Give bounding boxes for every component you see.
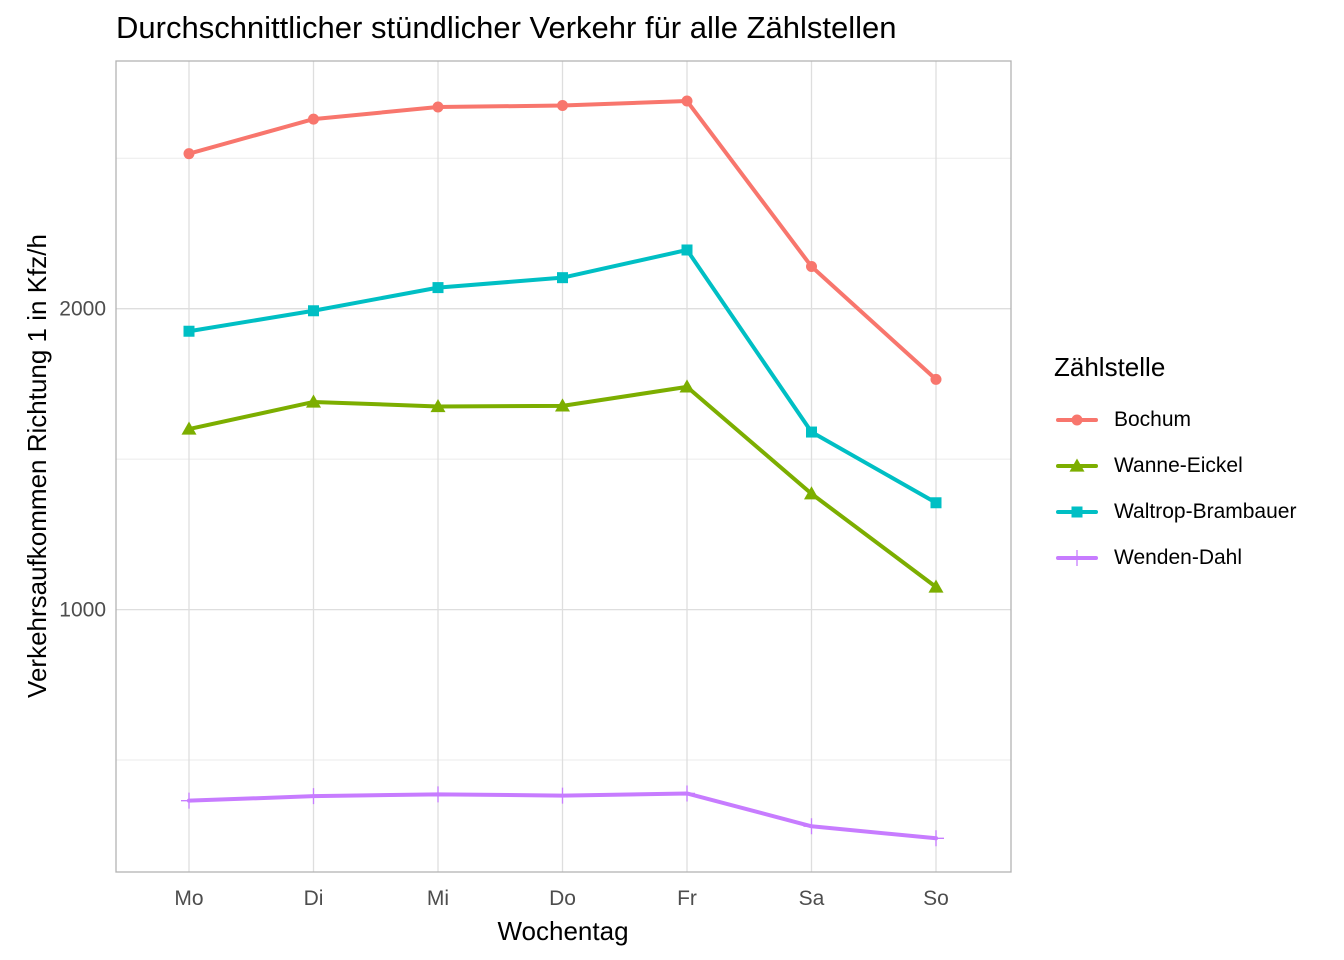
legend-key-marker (1069, 458, 1085, 472)
legend-key-marker (1071, 506, 1083, 518)
data-point-bochum (806, 261, 817, 273)
data-point-waltrop-brambauer (432, 282, 444, 294)
data-point-wanne-eickel (555, 398, 570, 412)
data-point-wanne-eickel (928, 579, 944, 593)
grid-lines (116, 61, 1011, 872)
legend-item-wenden-dahl: Wenden-Dahl (1054, 535, 1296, 581)
series-wenden-dahl (181, 785, 944, 847)
data-point-bochum (183, 148, 195, 160)
y-tick-label: 1000 (59, 599, 106, 622)
data-point-bochum (432, 101, 444, 113)
data-point-wenden-dahl (803, 818, 820, 835)
legend-key-marker (1071, 414, 1083, 426)
legend-key-marker (1069, 550, 1085, 566)
y-tick-label: 2000 (59, 298, 106, 321)
data-point-wanne-eickel (430, 398, 446, 413)
data-point-wenden-dahl (928, 830, 944, 847)
axis-layer: 1000 2000 Mo Di Mi Do Fr Sa So (59, 298, 949, 910)
x-tick-label: So (923, 887, 949, 910)
data-point-wanne-eickel (181, 421, 197, 435)
x-tick-label: Mi (427, 887, 449, 910)
x-tick-label: Fr (677, 887, 697, 910)
data-point-waltrop-brambauer (308, 305, 319, 317)
data-point-waltrop-brambauer (930, 497, 942, 509)
data-point-waltrop-brambauer (806, 426, 817, 438)
legend-title: Zählstelle (1054, 352, 1166, 382)
legend-key-wenden-dahl (1056, 550, 1098, 566)
data-point-wanne-eickel (306, 394, 321, 408)
data-point-wenden-dahl (554, 787, 571, 804)
data-point-waltrop-brambauer (183, 325, 195, 337)
data-point-bochum (557, 100, 568, 112)
series-waltrop-brambauer (183, 244, 942, 509)
data-point-waltrop-brambauer (681, 244, 693, 256)
plot-panel-border (115, 60, 1012, 873)
series-wanne-eickel (181, 379, 944, 593)
data-point-waltrop-brambauer (557, 272, 568, 284)
x-tick-label: Mo (174, 887, 203, 910)
x-axis-title: Wochentag (497, 916, 628, 946)
y-axis-title: Verkehrsaufkommen Richtung 1 in Kfz/h (22, 234, 52, 698)
data-point-bochum (930, 373, 942, 385)
series-layer (181, 95, 944, 847)
legend-label: Waltrop-Brambauer (1114, 500, 1297, 523)
legend-label: Bochum (1114, 408, 1192, 431)
legend: Zählstelle Bochum Wanne-Eickel Waltrop-Bra… (1054, 352, 1296, 581)
legend-item-wanne-eickel: Wanne-Eickel (1054, 443, 1296, 489)
x-tick-label: Sa (799, 887, 825, 910)
chart-title: Durchschnittlicher stündlicher Verkehr f… (116, 10, 897, 45)
x-tick-label: Di (304, 887, 324, 910)
data-point-wenden-dahl (430, 786, 446, 803)
legend-items: Bochum Wanne-Eickel Waltrop-Brambauer Wende… (1054, 397, 1296, 581)
data-point-wenden-dahl (305, 788, 322, 805)
data-point-wanne-eickel (804, 486, 819, 500)
x-tick-label: Do (549, 887, 576, 910)
data-point-bochum (681, 95, 693, 107)
series-bochum (183, 95, 942, 385)
legend-key-bochum (1056, 414, 1098, 426)
data-point-bochum (308, 113, 319, 125)
legend-label: Wanne-Eickel (1114, 454, 1243, 477)
legend-label: Wenden-Dahl (1114, 546, 1243, 569)
data-point-wanne-eickel (679, 379, 695, 393)
legend-item-waltrop-brambauer: Waltrop-Brambauer (1054, 489, 1296, 535)
data-point-wenden-dahl (181, 792, 197, 809)
legend-key-waltrop-brambauer (1056, 506, 1098, 518)
legend-key-wanne-eickel (1056, 458, 1098, 472)
data-point-wenden-dahl (679, 785, 695, 802)
legend-item-bochum: Bochum (1054, 397, 1296, 443)
